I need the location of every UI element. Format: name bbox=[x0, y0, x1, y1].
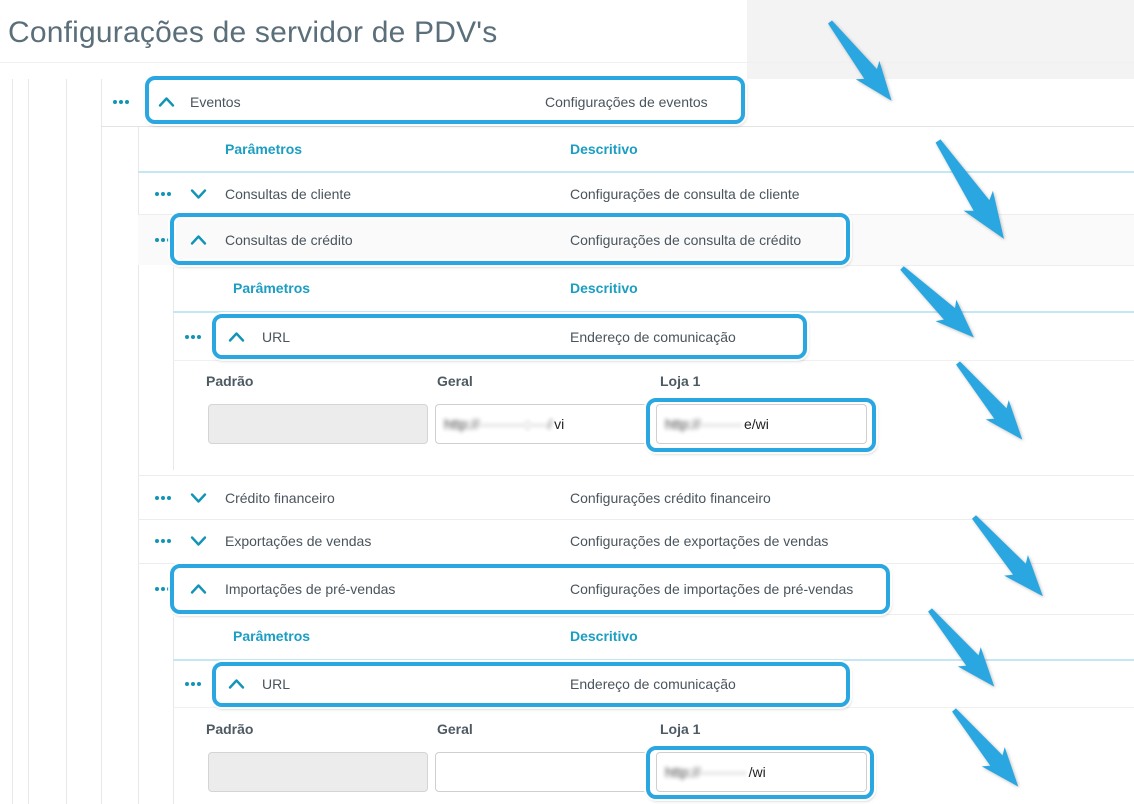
url-suffix-text: vi bbox=[554, 416, 565, 432]
chevron-up-icon[interactable] bbox=[190, 235, 207, 246]
row-divider bbox=[101, 126, 1134, 127]
row-label: URL bbox=[262, 676, 291, 692]
chevron-up-icon[interactable] bbox=[158, 97, 175, 108]
field-label-default: Padrão bbox=[206, 373, 254, 389]
row-menu-icon[interactable] bbox=[155, 587, 171, 591]
url-suffix-text: e/wi bbox=[743, 416, 769, 432]
row-url-credito[interactable]: URL Endereço de comunicação bbox=[101, 313, 1134, 360]
chevron-down-icon[interactable] bbox=[190, 189, 207, 200]
tree-guide-line bbox=[138, 127, 139, 804]
table-header: Parâmetros Descritivo bbox=[101, 126, 1134, 172]
header-divider bbox=[0, 62, 1134, 63]
row-menu-icon[interactable] bbox=[155, 495, 171, 500]
row-divider bbox=[138, 563, 1134, 564]
row-divider bbox=[173, 707, 1134, 708]
row-credito-financeiro[interactable]: Crédito financeiro Configurações crédito… bbox=[101, 476, 1134, 519]
chevron-up-icon[interactable] bbox=[228, 331, 245, 342]
row-description: Endereço de comunicação bbox=[570, 328, 736, 345]
row-description: Configurações de exportações de vendas bbox=[570, 533, 829, 549]
row-description: Configurações de consulta de cliente bbox=[570, 186, 800, 202]
row-label: Eventos bbox=[190, 94, 241, 110]
column-header-parameters: Parâmetros bbox=[225, 141, 303, 157]
field-label-general: Geral bbox=[437, 721, 473, 737]
row-label: Exportações de vendas bbox=[225, 533, 372, 549]
row-divider bbox=[173, 614, 1134, 615]
row-divider bbox=[173, 360, 1134, 361]
general-url-input[interactable] bbox=[435, 752, 649, 792]
row-consultas-cliente[interactable]: Consultas de cliente Configurações de co… bbox=[101, 173, 1134, 215]
row-consultas-credito[interactable]: Consultas de crédito Configurações de co… bbox=[101, 215, 1134, 265]
redacted-url-text: http://··········:····/ bbox=[444, 416, 553, 432]
page-title: Configurações de servidor de PDV's bbox=[8, 16, 498, 49]
chevron-down-icon[interactable] bbox=[190, 536, 207, 547]
row-importacoes-pre-vendas[interactable]: Importações de pré-vendas Configurações … bbox=[101, 565, 1134, 613]
chevron-up-icon[interactable] bbox=[190, 584, 207, 595]
field-label-store: Loja 1 bbox=[660, 721, 701, 737]
redacted-url-text: http://········· bbox=[665, 416, 742, 432]
top-right-background bbox=[747, 0, 1134, 79]
row-menu-icon[interactable] bbox=[155, 539, 171, 543]
tree-guide-line bbox=[28, 79, 29, 804]
row-divider bbox=[173, 265, 1134, 266]
table-header: Parâmetros Descritivo bbox=[101, 265, 1134, 311]
row-label: Consultas de cliente bbox=[225, 186, 352, 202]
row-exportacoes-vendas[interactable]: Exportações de vendas Configurações de e… bbox=[101, 519, 1134, 563]
redacted-url-text: http://·········· bbox=[665, 764, 747, 780]
general-url-input[interactable]: http://··········:····/ vi bbox=[435, 404, 649, 444]
tree-guide-line bbox=[173, 617, 174, 804]
tree-guide-line bbox=[66, 79, 67, 804]
row-label: Importações de pré-vendas bbox=[225, 581, 396, 597]
url-fields-credito: Padrão Geral Loja 1 http://··········:··… bbox=[101, 368, 1134, 468]
field-label-store: Loja 1 bbox=[660, 373, 701, 389]
row-eventos[interactable]: Eventos Configurações de eventos bbox=[101, 78, 1134, 126]
table-header-divider bbox=[138, 171, 1134, 173]
column-header-descriptive: Descritivo bbox=[570, 141, 638, 157]
row-description: Configurações de consulta de crédito bbox=[570, 232, 802, 248]
row-label: Crédito financeiro bbox=[225, 489, 335, 506]
row-description: Configurações de importações de pré-vend… bbox=[570, 581, 854, 597]
row-menu-icon[interactable] bbox=[185, 334, 201, 339]
row-description: Configurações crédito financeiro bbox=[570, 489, 771, 506]
table-header: Parâmetros Descritivo bbox=[101, 614, 1134, 659]
row-menu-icon[interactable] bbox=[185, 682, 201, 686]
field-label-general: Geral bbox=[437, 373, 473, 389]
field-label-default: Padrão bbox=[206, 721, 254, 737]
default-url-input bbox=[208, 404, 428, 444]
row-menu-icon[interactable] bbox=[155, 238, 171, 242]
row-label: Consultas de crédito bbox=[225, 232, 353, 248]
url-fields-importacoes: Padrão Geral Loja 1 http://··········/wi bbox=[101, 716, 1134, 804]
column-header-descriptive: Descritivo bbox=[570, 628, 638, 644]
tree-guide-line bbox=[173, 267, 174, 470]
column-header-descriptive: Descritivo bbox=[570, 280, 638, 296]
row-divider bbox=[138, 519, 1134, 520]
row-menu-icon[interactable] bbox=[155, 192, 171, 196]
chevron-up-icon[interactable] bbox=[228, 679, 245, 690]
column-header-parameters: Parâmetros bbox=[233, 280, 311, 296]
default-url-input bbox=[208, 752, 428, 792]
store-url-input[interactable]: http://··········/wi bbox=[656, 752, 867, 792]
row-menu-icon[interactable] bbox=[113, 100, 129, 104]
row-url-importacoes[interactable]: URL Endereço de comunicação bbox=[101, 661, 1134, 707]
chevron-down-icon[interactable] bbox=[190, 492, 207, 503]
tree-guide-line bbox=[12, 79, 13, 804]
row-description: Endereço de comunicação bbox=[570, 676, 736, 692]
column-header-parameters: Parâmetros bbox=[233, 628, 311, 644]
row-divider bbox=[138, 475, 1134, 476]
tree-guide-line bbox=[101, 79, 102, 804]
url-suffix-text: /wi bbox=[748, 764, 766, 780]
row-description: Configurações de eventos bbox=[545, 94, 708, 110]
table-header-divider bbox=[173, 311, 1134, 313]
table-header-divider bbox=[173, 659, 1134, 661]
store-url-input[interactable]: http://········· e/wi bbox=[656, 404, 867, 444]
row-label: URL bbox=[262, 328, 291, 345]
